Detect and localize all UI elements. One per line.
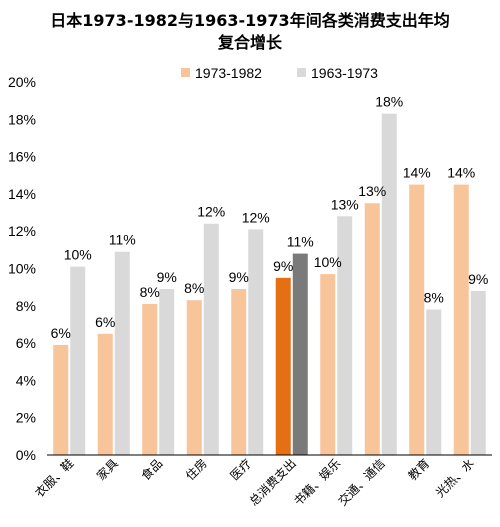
bar [186,300,202,455]
category-label: 光热、水 [433,456,477,500]
bar [53,344,69,455]
data-label: 8% [184,280,204,296]
legend: 1973-1982 1963-1973 [181,65,378,81]
y-tick-label: 6% [16,335,36,351]
category-label: 教育 [405,456,433,484]
legend-label-1973-1982: 1973-1982 [195,65,262,81]
bar [97,333,113,455]
y-tick-label: 14% [8,186,36,202]
category-label: 食品 [138,456,166,484]
data-label: 9% [468,271,488,287]
data-label: 12% [197,204,225,220]
y-tick-label: 0% [16,447,36,463]
bar [275,277,291,455]
data-label: 12% [242,209,270,225]
y-tick-label: 4% [16,372,36,388]
category-label: 住房 [182,456,210,484]
category-label: 衣服、鞋 [32,456,77,501]
y-tick-label: 8% [16,298,36,314]
data-label: 6% [95,314,115,330]
y-tick-label: 12% [8,223,36,239]
bar [409,184,425,455]
bar [426,309,442,455]
data-label: 14% [403,165,431,181]
bar [248,229,264,455]
bar [142,303,158,455]
data-label: 10% [64,247,92,263]
bar [231,289,247,455]
y-tick-label: 10% [8,261,36,277]
bar [337,216,353,455]
data-label: 11% [109,232,136,248]
y-axis: 0% 2% 4% 6% 8% 10% 12% 14% 16% 18% 20% [8,74,36,463]
data-label: 9% [273,258,293,274]
legend-swatch-1963-1973 [297,68,306,77]
bar [364,203,380,455]
y-tick-label: 20% [8,74,36,90]
data-label: 6% [51,325,71,341]
bars [53,113,486,455]
bar [320,274,336,455]
category-label: 总消费支出 [247,456,299,508]
bar [159,289,175,455]
data-label: 13% [358,183,386,199]
legend-label-1963-1973: 1963-1973 [311,65,378,81]
y-tick-label: 16% [8,149,36,165]
bar [70,266,86,455]
category-label: 交通、通信 [335,456,388,509]
bar [470,290,486,455]
chart-title-line-2: 复合增长 [217,33,283,52]
bar [381,113,397,455]
data-label: 9% [157,269,177,285]
data-label: 13% [331,196,359,212]
data-label: 8% [140,284,160,300]
data-labels: 6%10%6%11%8%9%8%12%9%12%9%11%10%13%13%18… [51,94,489,341]
bar [114,251,130,455]
y-tick-label: 2% [16,410,36,426]
category-label: 医疗 [227,456,254,483]
category-label: 书籍、娱乐 [290,456,343,509]
data-label: 10% [314,254,342,270]
category-label: 家具 [93,456,121,484]
data-label: 9% [229,269,249,285]
data-label: 8% [424,290,444,306]
y-tick-label: 18% [8,111,36,127]
bar [292,253,308,455]
legend-swatch-1973-1982 [181,68,190,77]
bar [203,223,219,455]
data-label: 11% [287,234,314,250]
data-label: 18% [375,94,403,110]
chart-title-line-1: 日本1973-1982与1963-1973年间各类消费支出年均 [50,11,449,30]
bar [453,184,469,455]
data-label: 14% [447,165,475,181]
